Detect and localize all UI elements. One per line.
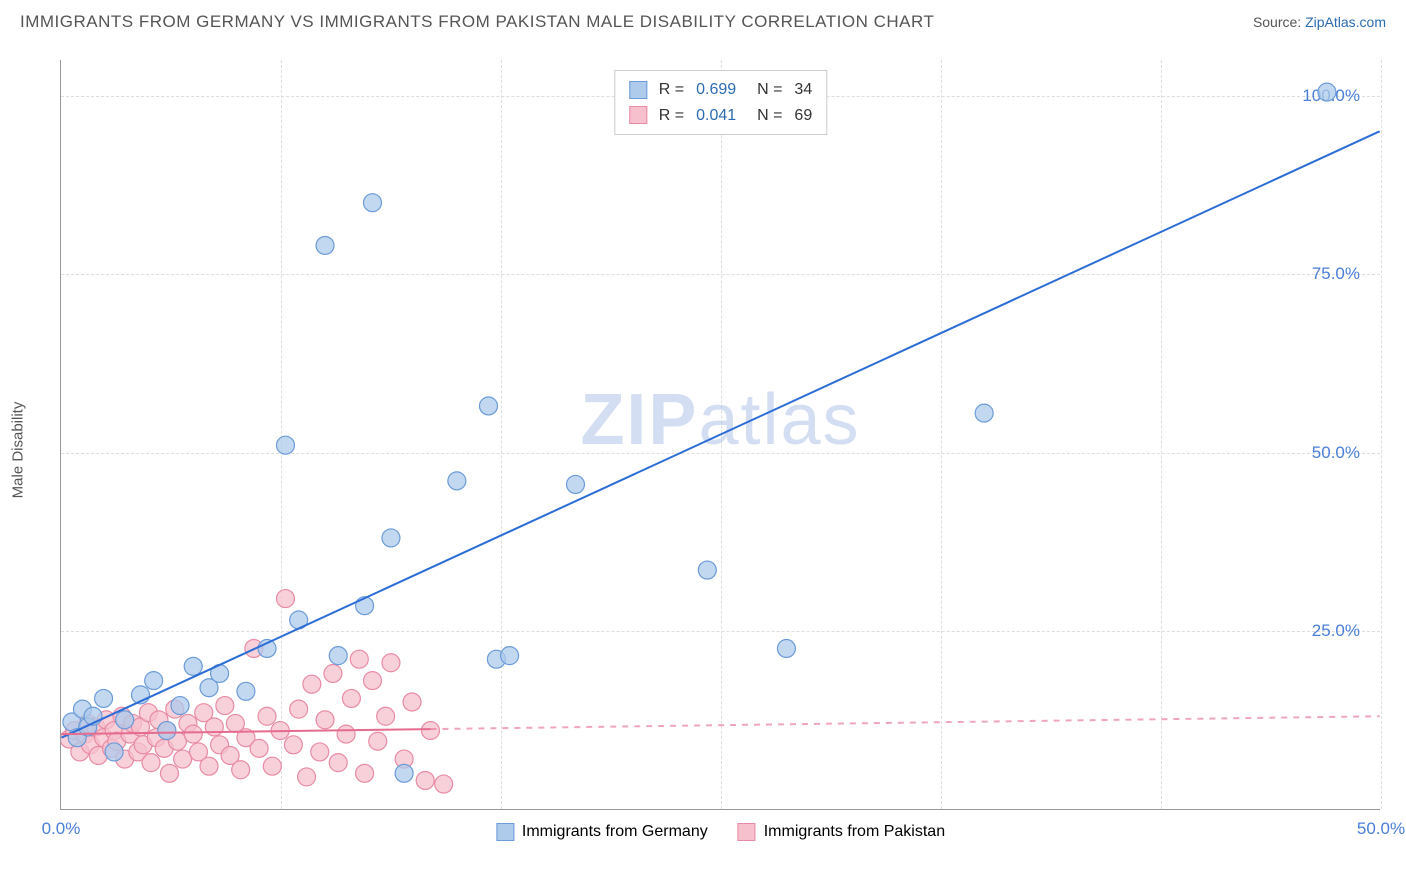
legend-label-germany: Immigrants from Germany [522,823,708,841]
x-tick-label: 50.0% [1357,819,1405,839]
r-pakistan: 0.041 [696,103,736,129]
plot-area: ZIPatlas R = 0.699 N = 34 R = 0.041 N = … [60,60,1380,810]
legend-swatch-germany [629,81,647,99]
chart-title: IMMIGRANTS FROM GERMANY VS IMMIGRANTS FR… [20,12,934,32]
plot-svg [61,60,1380,809]
legend-item-germany: Immigrants from Germany [496,823,708,841]
source-attribution: Source: ZipAtlas.com [1253,14,1386,30]
x-tick-label: 0.0% [42,819,81,839]
legend-row-pakistan: R = 0.041 N = 69 [629,103,812,129]
swatch-pakistan-icon [738,823,756,841]
legend-item-pakistan: Immigrants from Pakistan [738,823,945,841]
legend-row-germany: R = 0.699 N = 34 [629,77,812,103]
n-pakistan: 69 [794,103,812,129]
chart-header: IMMIGRANTS FROM GERMANY VS IMMIGRANTS FR… [0,0,1406,40]
source-link[interactable]: ZipAtlas.com [1305,14,1386,30]
n-germany: 34 [794,77,812,103]
source-label: Source: [1253,14,1301,30]
gridline-v [1381,60,1382,809]
scatter-chart: Male Disability ZIPatlas R = 0.699 N = 3… [48,50,1388,850]
swatch-germany-icon [496,823,514,841]
y-axis-label: Male Disability [10,402,27,499]
legend-label-pakistan: Immigrants from Pakistan [764,823,945,841]
correlation-legend: R = 0.699 N = 34 R = 0.041 N = 69 [614,70,827,135]
legend-swatch-pakistan [629,106,647,124]
series-legend: Immigrants from Germany Immigrants from … [496,823,945,841]
r-germany: 0.699 [696,77,736,103]
